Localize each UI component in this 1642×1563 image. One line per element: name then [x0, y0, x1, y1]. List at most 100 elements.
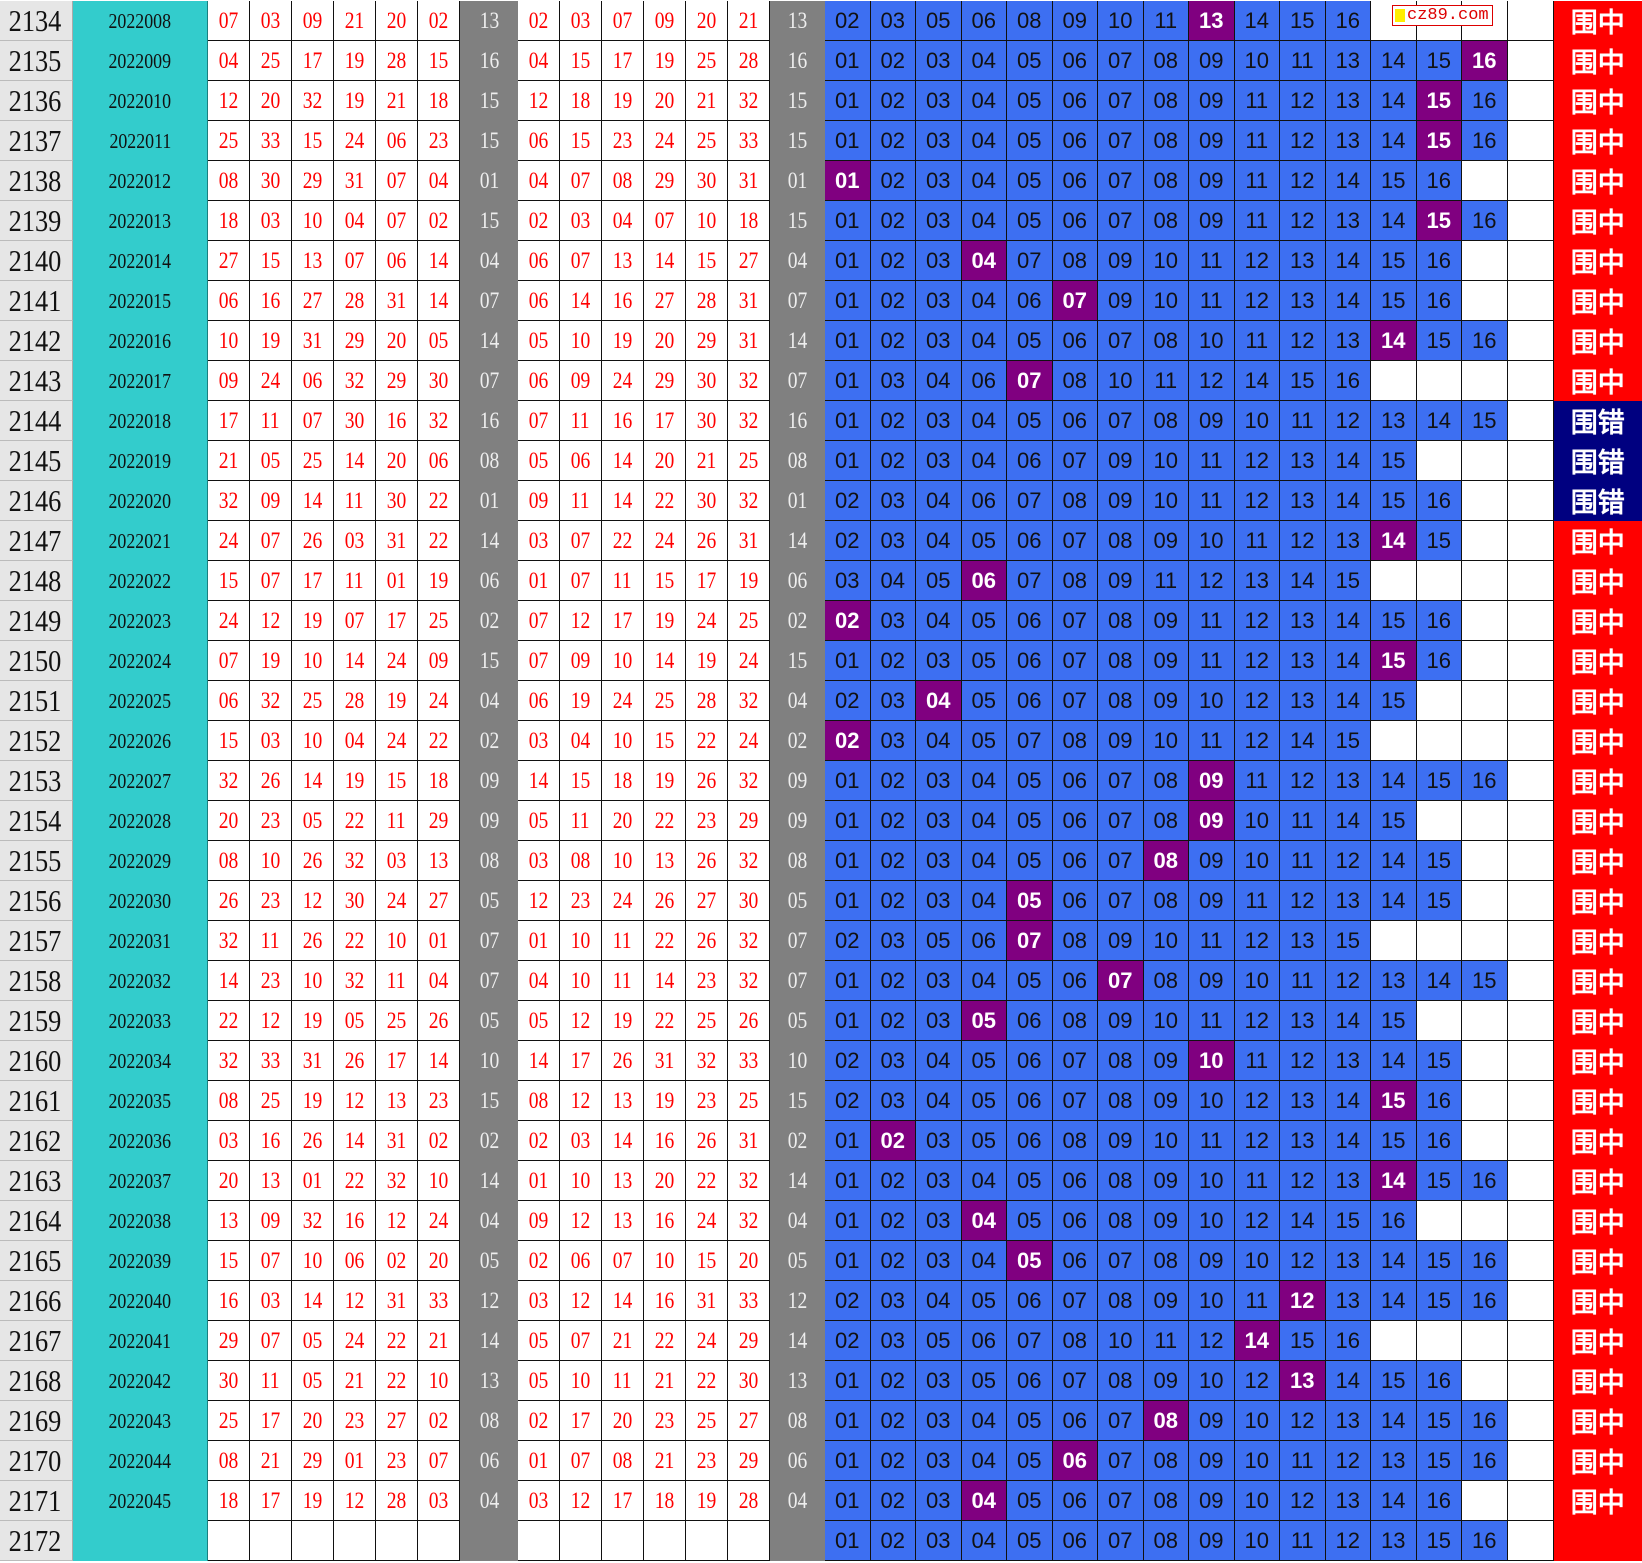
pool-number-cell[interactable]: 15 — [1417, 881, 1463, 921]
pool-number-hit-cell[interactable]: 05 — [1007, 881, 1053, 921]
sorted-number-cell[interactable]: 25 — [686, 1401, 728, 1441]
draw-number-cell[interactable]: 27 — [418, 881, 460, 921]
pool-number-cell[interactable]: 10 — [1189, 1361, 1235, 1401]
draw-number-cell[interactable]: 15 — [250, 241, 292, 281]
result-cell[interactable]: 围中 — [1554, 1001, 1642, 1041]
pool-number-cell[interactable]: 14 — [1371, 201, 1417, 241]
special-number-cell[interactable]: 08 — [460, 1401, 518, 1441]
draw-number-cell[interactable]: 19 — [376, 681, 418, 721]
pool-number-cell[interactable]: 11 — [1189, 1121, 1235, 1161]
pool-number-cell[interactable]: 16 — [1417, 481, 1463, 521]
pool-number-cell[interactable]: 05 — [1007, 1481, 1053, 1521]
pool-number-cell[interactable]: 11 — [1144, 561, 1190, 601]
pool-number-cell[interactable]: 02 — [871, 1361, 917, 1401]
sorted-number-cell[interactable]: 19 — [728, 561, 770, 601]
pool-number-cell[interactable]: 13 — [1280, 641, 1326, 681]
pool-number-cell[interactable]: 02 — [871, 1001, 917, 1041]
empty-cell[interactable] — [1508, 961, 1554, 1001]
result-cell[interactable]: 围中 — [1554, 1161, 1642, 1201]
draw-number-cell[interactable]: 07 — [418, 1441, 460, 1481]
result-cell[interactable]: 围中 — [1554, 1441, 1642, 1481]
row-number[interactable]: 2134 — [0, 1, 73, 41]
pool-number-cell[interactable]: 05 — [1007, 1201, 1053, 1241]
sorted-number-cell[interactable]: 15 — [560, 761, 602, 801]
sorted-number-cell[interactable]: 23 — [560, 881, 602, 921]
special-number-cell[interactable]: 05 — [460, 1001, 518, 1041]
pool-number-cell[interactable]: 03 — [916, 81, 962, 121]
sorted-number-cell[interactable]: 07 — [518, 601, 560, 641]
result-cell[interactable]: 围中 — [1554, 161, 1642, 201]
draw-number-cell[interactable]: 09 — [292, 1, 334, 41]
pool-number-cell[interactable]: 16 — [1371, 1201, 1417, 1241]
sorted-number-cell[interactable]: 32 — [728, 1161, 770, 1201]
special-number-cell[interactable]: 07 — [770, 961, 825, 1001]
empty-cell[interactable] — [1508, 881, 1554, 921]
result-cell[interactable]: 围中 — [1554, 641, 1642, 681]
pool-number-cell[interactable]: 09 — [1098, 721, 1144, 761]
draw-number-cell[interactable]: 01 — [292, 1161, 334, 1201]
draw-number-cell[interactable]: 04 — [334, 201, 376, 241]
pool-number-cell[interactable]: 09 — [1189, 121, 1235, 161]
sorted-number-cell[interactable]: 24 — [728, 641, 770, 681]
pool-number-cell[interactable]: 06 — [1007, 281, 1053, 321]
sorted-number-cell[interactable]: 29 — [728, 801, 770, 841]
sorted-number-cell[interactable]: 09 — [518, 1201, 560, 1241]
special-number-cell[interactable]: 12 — [460, 1281, 518, 1321]
pool-number-cell[interactable]: 09 — [1144, 601, 1190, 641]
special-number-cell[interactable]: 05 — [770, 1001, 825, 1041]
draw-number-cell[interactable]: 06 — [208, 681, 250, 721]
sorted-number-cell[interactable]: 10 — [602, 841, 644, 881]
pool-number-cell[interactable]: 14 — [1326, 161, 1372, 201]
draw-number-cell[interactable]: 13 — [376, 1081, 418, 1121]
pool-number-cell[interactable]: 09 — [1144, 1161, 1190, 1201]
sorted-number-cell[interactable]: 29 — [728, 1321, 770, 1361]
empty-cell[interactable] — [1508, 1081, 1554, 1121]
draw-number-cell[interactable]: 12 — [334, 1481, 376, 1521]
special-number-cell[interactable]: 15 — [460, 201, 518, 241]
period-cell[interactable]: 2022021 — [73, 521, 208, 561]
draw-number-cell[interactable]: 05 — [250, 441, 292, 481]
pool-number-cell[interactable]: 05 — [1007, 161, 1053, 201]
draw-number-cell[interactable]: 17 — [250, 1401, 292, 1441]
draw-number-cell[interactable]: 20 — [376, 441, 418, 481]
period-cell[interactable]: 2022008 — [73, 1, 208, 41]
draw-number-cell[interactable]: 14 — [334, 1121, 376, 1161]
sorted-number-cell[interactable] — [560, 1521, 602, 1561]
draw-number-cell[interactable]: 12 — [376, 1201, 418, 1241]
pool-number-cell[interactable]: 16 — [1462, 81, 1508, 121]
draw-number-cell[interactable] — [418, 1521, 460, 1561]
pool-number-cell[interactable]: 15 — [1417, 1161, 1463, 1201]
empty-cell[interactable] — [1417, 1201, 1463, 1241]
pool-number-cell[interactable]: 03 — [916, 761, 962, 801]
draw-number-cell[interactable]: 25 — [208, 1401, 250, 1441]
pool-number-cell[interactable]: 02 — [871, 281, 917, 321]
sorted-number-cell[interactable]: 07 — [518, 641, 560, 681]
pool-number-cell[interactable]: 06 — [1053, 1201, 1099, 1241]
pool-number-cell[interactable]: 02 — [825, 1321, 871, 1361]
pool-number-cell[interactable]: 11 — [1235, 521, 1281, 561]
draw-number-cell[interactable]: 07 — [334, 601, 376, 641]
draw-number-cell[interactable]: 21 — [334, 1, 376, 41]
pool-number-cell[interactable]: 01 — [825, 761, 871, 801]
sorted-number-cell[interactable]: 17 — [560, 1041, 602, 1081]
sorted-number-cell[interactable]: 22 — [644, 1001, 686, 1041]
pool-number-cell[interactable]: 07 — [1098, 201, 1144, 241]
pool-number-cell[interactable]: 16 — [1462, 1281, 1508, 1321]
pool-number-cell[interactable]: 11 — [1189, 281, 1235, 321]
pool-number-cell[interactable]: 06 — [962, 921, 1008, 961]
pool-number-cell[interactable]: 10 — [1189, 521, 1235, 561]
sorted-number-cell[interactable]: 13 — [602, 1161, 644, 1201]
draw-number-cell[interactable]: 02 — [418, 1401, 460, 1441]
empty-cell[interactable] — [1462, 721, 1508, 761]
pool-number-hit-cell[interactable]: 06 — [1053, 1441, 1099, 1481]
sorted-number-cell[interactable]: 01 — [518, 561, 560, 601]
empty-cell[interactable] — [1462, 441, 1508, 481]
pool-number-cell[interactable]: 12 — [1280, 201, 1326, 241]
pool-number-cell[interactable]: 13 — [1371, 961, 1417, 1001]
pool-number-cell[interactable]: 08 — [1098, 521, 1144, 561]
empty-cell[interactable] — [1462, 481, 1508, 521]
sorted-number-cell[interactable]: 22 — [602, 521, 644, 561]
draw-number-cell[interactable]: 10 — [418, 1161, 460, 1201]
pool-number-hit-cell[interactable]: 08 — [1144, 841, 1190, 881]
empty-cell[interactable] — [1462, 521, 1508, 561]
